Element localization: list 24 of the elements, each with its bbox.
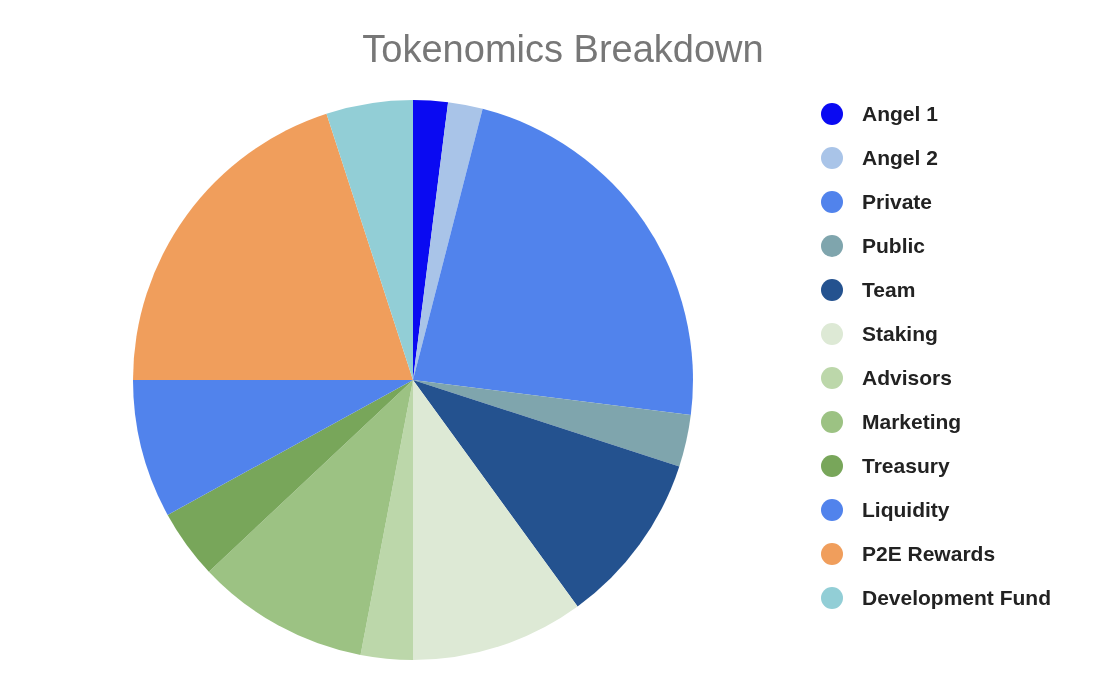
legend-label: Advisors [862,366,952,390]
legend-label: Treasury [862,454,950,478]
legend-label: Angel 1 [862,102,938,126]
pie-slice [413,102,483,380]
pie-slice [413,108,693,416]
pie-slice [167,380,413,572]
legend-label: Angel 2 [862,146,938,170]
legend-label: Staking [862,322,938,346]
pie-slice [133,113,413,380]
pie-slice [413,380,691,467]
pie-slice [326,100,413,380]
legend-label: Team [862,278,916,302]
pie-slice [208,380,413,656]
pie-slice [360,380,413,660]
legend-label: Liquidity [862,498,950,522]
legend-label: Marketing [862,410,962,434]
legend-label: Public [862,234,926,258]
pie-slice [413,380,680,607]
pie-slice [413,380,578,660]
legend-label: Private [862,190,933,214]
legend-label: P2E Rewards [862,542,996,566]
chart-title: Tokenomics Breakdown [361,28,765,71]
pie-slice [133,380,413,515]
legend-label: Development Fund [862,586,1052,610]
